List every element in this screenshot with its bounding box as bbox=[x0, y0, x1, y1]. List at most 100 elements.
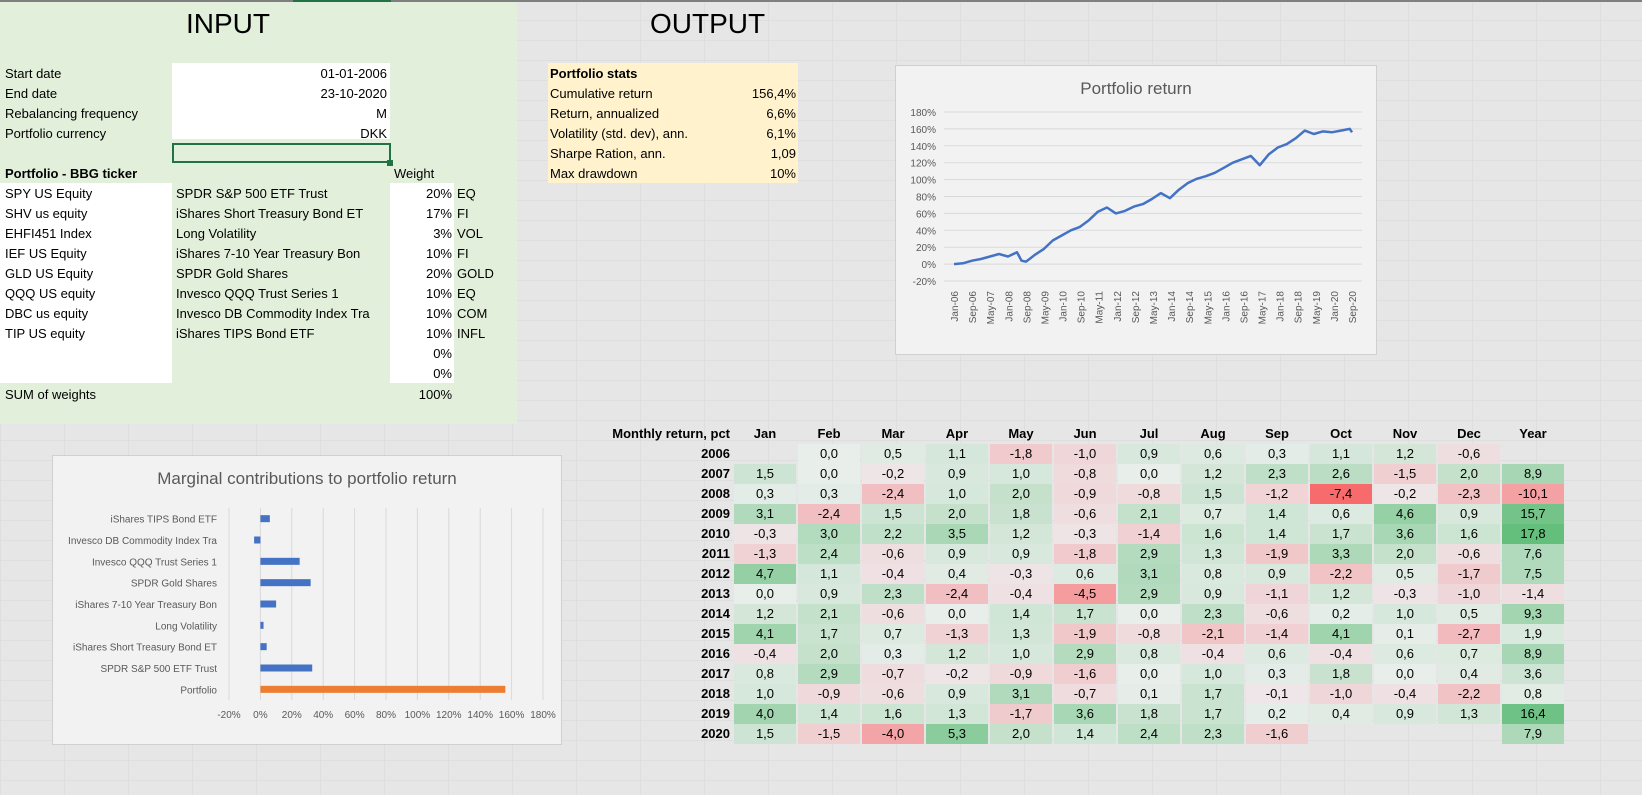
monthly-return-cell[interactable]: 1,2 bbox=[734, 604, 796, 624]
monthly-return-cell[interactable]: 1,0 bbox=[990, 464, 1052, 484]
monthly-return-cell[interactable]: -1,8 bbox=[990, 444, 1052, 464]
monthly-return-cell[interactable]: 0,6 bbox=[1182, 444, 1244, 464]
param-value[interactable]: 01-01-2006 bbox=[320, 66, 388, 81]
monthly-return-cell[interactable]: -1,2 bbox=[1246, 484, 1308, 504]
monthly-return-cell[interactable]: -1,0 bbox=[1438, 584, 1500, 604]
monthly-return-cell[interactable]: -2,2 bbox=[1310, 564, 1372, 584]
contribution-bar[interactable] bbox=[260, 664, 313, 672]
monthly-return-cell[interactable]: 1,7 bbox=[1182, 684, 1244, 704]
monthly-return-cell[interactable]: 1,6 bbox=[862, 704, 924, 724]
monthly-return-cell[interactable]: -0,8 bbox=[1054, 464, 1116, 484]
monthly-return-cell[interactable]: -0,4 bbox=[862, 564, 924, 584]
monthly-return-cell[interactable]: 0,4 bbox=[1438, 664, 1500, 684]
param-value[interactable]: DKK bbox=[360, 126, 387, 141]
monthly-return-cell[interactable]: 1,1 bbox=[798, 564, 860, 584]
monthly-return-cell[interactable]: 2,9 bbox=[1054, 644, 1116, 664]
monthly-return-cell[interactable]: 4,1 bbox=[1310, 624, 1372, 644]
monthly-return-cell[interactable]: 5,3 bbox=[926, 724, 988, 744]
monthly-return-cell[interactable]: 1,3 bbox=[926, 704, 988, 724]
monthly-return-cell[interactable]: 0,9 bbox=[798, 584, 860, 604]
monthly-return-cell[interactable]: 1,3 bbox=[1182, 544, 1244, 564]
monthly-return-cell[interactable]: 16,4 bbox=[1502, 704, 1564, 724]
monthly-return-cell[interactable]: -0,3 bbox=[1374, 584, 1436, 604]
monthly-return-cell[interactable]: 1,9 bbox=[1502, 624, 1564, 644]
monthly-return-cell[interactable]: 0,1 bbox=[1118, 684, 1180, 704]
monthly-return-cell[interactable]: -2,3 bbox=[1438, 484, 1500, 504]
monthly-return-cell[interactable]: 0,6 bbox=[1374, 644, 1436, 664]
monthly-return-cell[interactable]: -0,4 bbox=[1310, 644, 1372, 664]
monthly-return-cell[interactable]: 1,4 bbox=[798, 704, 860, 724]
monthly-return-cell[interactable]: 0,7 bbox=[862, 624, 924, 644]
monthly-return-cell[interactable]: 0,9 bbox=[990, 544, 1052, 564]
holding-class[interactable]: EQ bbox=[457, 286, 476, 301]
monthly-return-cell[interactable]: 1,6 bbox=[1438, 524, 1500, 544]
monthly-return-cell[interactable]: -2,1 bbox=[1182, 624, 1244, 644]
holding-class[interactable]: EQ bbox=[457, 186, 476, 201]
monthly-return-cell[interactable]: -1,7 bbox=[1438, 564, 1500, 584]
holding-weight[interactable]: 10% bbox=[425, 246, 452, 261]
monthly-return-cell[interactable]: 1,5 bbox=[1182, 484, 1244, 504]
monthly-return-cell[interactable]: 0,2 bbox=[1310, 604, 1372, 624]
monthly-return-cell[interactable]: 1,2 bbox=[990, 524, 1052, 544]
monthly-return-cell[interactable]: 0,9 bbox=[1118, 444, 1180, 464]
monthly-return-cell[interactable]: -0,4 bbox=[1182, 644, 1244, 664]
monthly-return-cell[interactable]: -0,4 bbox=[1374, 684, 1436, 704]
monthly-return-cell[interactable]: 1,8 bbox=[1310, 664, 1372, 684]
monthly-return-cell[interactable]: 0,6 bbox=[1246, 644, 1308, 664]
monthly-return-cell[interactable]: -4,0 bbox=[862, 724, 924, 744]
monthly-return-cell[interactable]: 2,0 bbox=[926, 504, 988, 524]
holding-weight[interactable]: 17% bbox=[425, 206, 452, 221]
monthly-return-cell[interactable]: 0,3 bbox=[1246, 444, 1308, 464]
portfolio-return-line[interactable] bbox=[953, 127, 1354, 266]
holding-class[interactable]: VOL bbox=[457, 226, 484, 241]
monthly-return-cell[interactable]: 1,0 bbox=[1374, 604, 1436, 624]
monthly-return-cell[interactable]: 0,8 bbox=[1182, 564, 1244, 584]
contribution-bar[interactable] bbox=[260, 557, 300, 565]
monthly-return-cell[interactable]: -0,9 bbox=[990, 664, 1052, 684]
holding-weight[interactable]: 10% bbox=[425, 306, 452, 321]
monthly-return-cell[interactable]: 0,8 bbox=[1118, 644, 1180, 664]
monthly-return-cell[interactable]: 7,9 bbox=[1502, 724, 1564, 744]
monthly-return-cell[interactable]: -2,4 bbox=[862, 484, 924, 504]
monthly-return-cell[interactable]: 0,0 bbox=[1118, 604, 1180, 624]
marginal-contributions-chart[interactable]: Marginal contributions to portfolio retu… bbox=[52, 455, 562, 745]
monthly-return-cell[interactable]: 1,8 bbox=[990, 504, 1052, 524]
portfolio-return-chart[interactable]: Portfolio return -20% 0% 20% 40% 60% 80% 100% 1… bbox=[895, 65, 1377, 355]
monthly-return-cell[interactable]: 0,9 bbox=[1246, 564, 1308, 584]
monthly-return-cell[interactable]: 0,2 bbox=[1246, 704, 1308, 724]
monthly-return-cell[interactable]: 2,0 bbox=[990, 724, 1052, 744]
holding-weight[interactable]: 20% bbox=[425, 266, 452, 281]
param-value-cell[interactable] bbox=[172, 120, 390, 139]
monthly-return-cell[interactable]: 1,2 bbox=[1374, 444, 1436, 464]
holding-weight[interactable]: 20% bbox=[425, 186, 452, 201]
monthly-return-cell[interactable]: 15,7 bbox=[1502, 504, 1564, 524]
monthly-return-cell[interactable]: -0,9 bbox=[798, 684, 860, 704]
monthly-return-cell[interactable]: 0,0 bbox=[926, 604, 988, 624]
monthly-return-cell[interactable]: 0,4 bbox=[926, 564, 988, 584]
monthly-return-cell[interactable]: 2,4 bbox=[798, 544, 860, 564]
contribution-bar[interactable] bbox=[260, 643, 267, 651]
monthly-return-cell[interactable]: 0,1 bbox=[1374, 624, 1436, 644]
monthly-return-cell[interactable]: 0,9 bbox=[926, 544, 988, 564]
param-value[interactable]: M bbox=[376, 106, 387, 121]
monthly-return-cell[interactable]: -0,6 bbox=[1246, 604, 1308, 624]
monthly-return-cell[interactable]: 2,0 bbox=[1438, 464, 1500, 484]
contribution-bar[interactable] bbox=[260, 579, 311, 587]
monthly-return-cell[interactable]: 4,7 bbox=[734, 564, 796, 584]
monthly-return-cell[interactable]: 1,1 bbox=[1310, 444, 1372, 464]
monthly-return-cell[interactable]: 2,1 bbox=[1118, 504, 1180, 524]
monthly-return-cell[interactable]: -0,6 bbox=[1054, 504, 1116, 524]
monthly-return-cell[interactable]: 4,1 bbox=[734, 624, 796, 644]
monthly-return-cell[interactable]: 0,9 bbox=[1182, 584, 1244, 604]
monthly-return-cell[interactable]: 2,4 bbox=[1118, 724, 1180, 744]
selected-cell[interactable] bbox=[172, 143, 391, 163]
monthly-return-cell[interactable]: -1,8 bbox=[1054, 544, 1116, 564]
holding-class[interactable]: COM bbox=[457, 306, 488, 321]
monthly-return-cell[interactable]: -0,3 bbox=[1054, 524, 1116, 544]
monthly-return-cell[interactable] bbox=[1374, 724, 1436, 744]
monthly-return-cell[interactable]: 1,5 bbox=[862, 504, 924, 524]
monthly-return-cell[interactable]: 0,8 bbox=[1502, 684, 1564, 704]
monthly-return-cell[interactable]: -0,4 bbox=[734, 644, 796, 664]
monthly-return-cell[interactable]: 9,3 bbox=[1502, 604, 1564, 624]
monthly-return-cell[interactable]: -0,6 bbox=[862, 684, 924, 704]
